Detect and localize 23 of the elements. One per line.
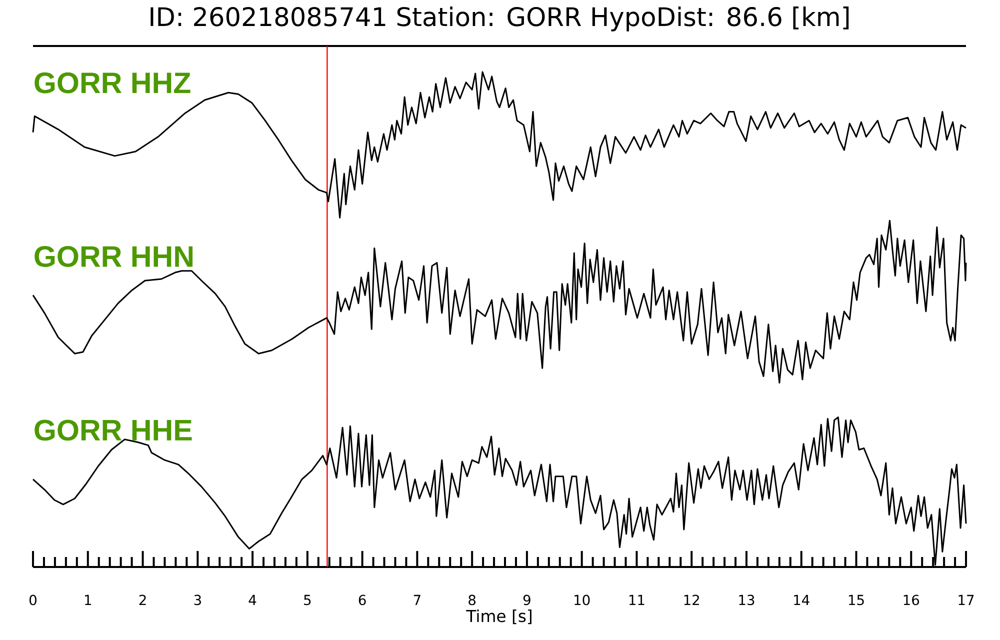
x-tick-label: 9 xyxy=(523,594,530,606)
x-tick-label: 15 xyxy=(848,594,864,606)
chart-title: ID: 260218085741 Station: GORR HypoDist: 86.6 [km] xyxy=(150,6,849,32)
x-tick-label: 0 xyxy=(30,594,36,606)
x-tick-label: 2 xyxy=(139,594,146,605)
x-tick-label: 17 xyxy=(958,594,974,605)
x-tick-label: 12 xyxy=(684,594,699,605)
x-tick-label: 6 xyxy=(358,594,366,606)
series-label: GORR HHE xyxy=(34,420,192,441)
series-label: GORR HHN xyxy=(34,246,193,268)
x-tick-label: 13 xyxy=(739,594,754,606)
x-tick-label: 3 xyxy=(194,594,201,606)
x-tick-label: 7 xyxy=(414,594,420,605)
series-label: GORR HHZ xyxy=(34,72,190,94)
x-tick-label: 4 xyxy=(248,594,256,605)
x-tick-label: 1 xyxy=(85,594,91,605)
x-tick-label: 8 xyxy=(468,594,476,606)
x-tick-label: 16 xyxy=(904,594,920,606)
x-tick-label: 11 xyxy=(629,594,644,605)
x-tick-label: 10 xyxy=(574,594,590,606)
x-tick-label: 14 xyxy=(794,594,810,605)
x-axis-title: Time [s] xyxy=(466,610,532,624)
x-tick-label: 5 xyxy=(304,594,311,606)
